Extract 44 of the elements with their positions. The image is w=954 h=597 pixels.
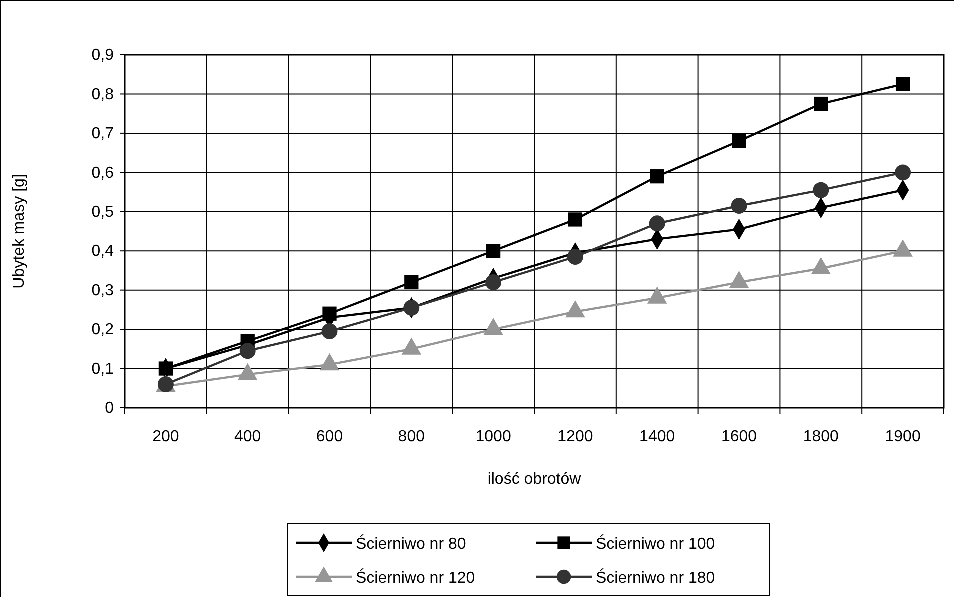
legend-label: Ścierniwo nr 80 [356,534,466,553]
point [404,300,420,316]
y-axis-title: Ubytek masy [g] [11,174,28,289]
point [731,198,748,214]
point [404,275,419,290]
point [158,362,174,376]
y-tick-label: 0 [105,400,114,418]
point [486,244,501,258]
x-tick-label: 1800 [803,428,840,446]
point [568,212,583,227]
x-tick-label: 400 [234,428,262,446]
legend-label: Ścierniwo nr 120 [356,568,476,587]
y-tick-label: 0,8 [92,86,114,104]
y-tick-label: 0,4 [92,243,114,260]
x-tick-label: 1400 [640,428,676,446]
legend-label: Ścierniwo nr 100 [596,534,716,553]
point [322,306,337,321]
y-tick-label: 0,5 [92,204,114,222]
y-tick-label: 0,3 [92,282,114,300]
point [240,343,256,360]
y-tick-label: 0,7 [92,126,114,143]
x-tick-label: 1200 [558,428,594,446]
y-tick-label: 0,2 [92,322,114,339]
x-tick-label: 1600 [721,428,758,446]
point [650,170,664,184]
x-axis-title: ilość obrotów [488,471,582,488]
point [649,216,666,232]
point [486,274,502,290]
y-tick-label: 0,1 [92,360,114,378]
point [732,134,746,148]
legend-label: Ścierniwo nr 180 [596,568,716,587]
x-tick-label: 1900 [885,428,921,446]
x-tick-label: 800 [398,428,426,446]
y-tick-label: 0,9 [92,47,114,64]
x-tick-label: 600 [316,428,344,446]
point [813,182,830,198]
point [322,324,338,340]
point [567,249,584,265]
point [896,77,910,92]
y-tick-label: 0,6 [92,164,114,182]
x-tick-label: 200 [152,428,180,446]
point [814,96,828,112]
point [895,164,912,181]
x-tick-label: 1000 [476,428,512,446]
